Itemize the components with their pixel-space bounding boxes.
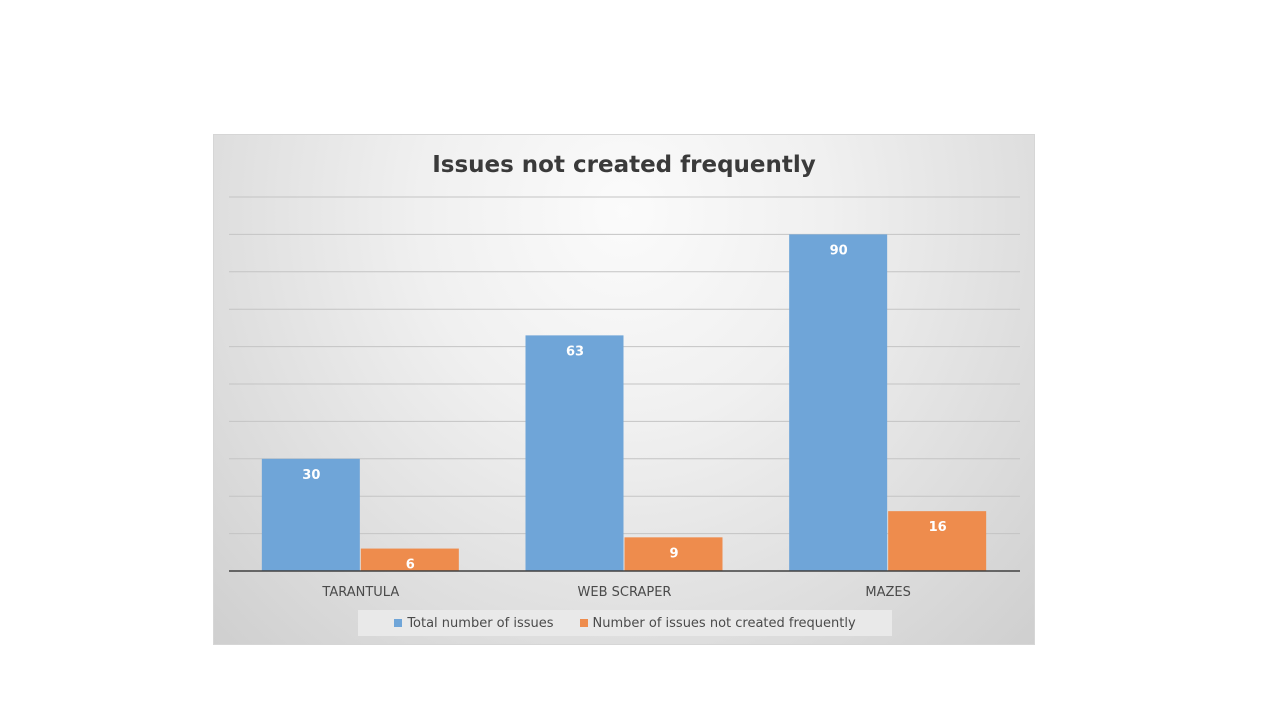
legend-label-total: Total number of issues	[407, 615, 554, 631]
gridlines	[229, 196, 1020, 535]
data-label: 6	[406, 558, 415, 573]
category-label: WEB SCRAPER	[578, 585, 672, 600]
legend-swatch-total	[394, 619, 403, 627]
legend-swatch-not-frequent	[579, 619, 588, 627]
bar-total-2	[789, 234, 888, 571]
legend-item-total: Total number of issues	[394, 615, 554, 631]
chart-area: Issues not created frequently 30 6 63 9 90 16…	[213, 134, 1035, 645]
data-label: 9	[669, 546, 678, 561]
bar-not-frequent-1	[624, 537, 723, 571]
category-labels: TARANTULA WEB SCRAPER MAZES	[321, 585, 910, 600]
data-label: 90	[830, 243, 848, 258]
legend: Total number of issues Number of issues …	[358, 610, 892, 636]
data-labels: 30 6 63 9 90 16	[302, 243, 946, 572]
bar-not-frequent-2	[888, 511, 987, 571]
category-label: TARANTULA	[321, 585, 399, 600]
data-label: 63	[566, 344, 584, 359]
data-label: 30	[302, 468, 320, 483]
legend-label-not-frequent: Number of issues not created frequently	[592, 615, 856, 631]
bar-total-0	[261, 458, 360, 571]
bar-not-frequent-0	[360, 548, 459, 571]
data-label: 16	[929, 520, 947, 535]
bar-total-1	[525, 335, 624, 571]
bar-chart: Issues not created frequently 30 6 63 9 90 16…	[229, 152, 1020, 600]
bars	[261, 234, 987, 571]
category-label: MAZES	[865, 585, 910, 600]
chart-title: Issues not created frequently	[432, 152, 816, 178]
legend-item-not-frequent: Number of issues not created frequently	[579, 615, 856, 631]
